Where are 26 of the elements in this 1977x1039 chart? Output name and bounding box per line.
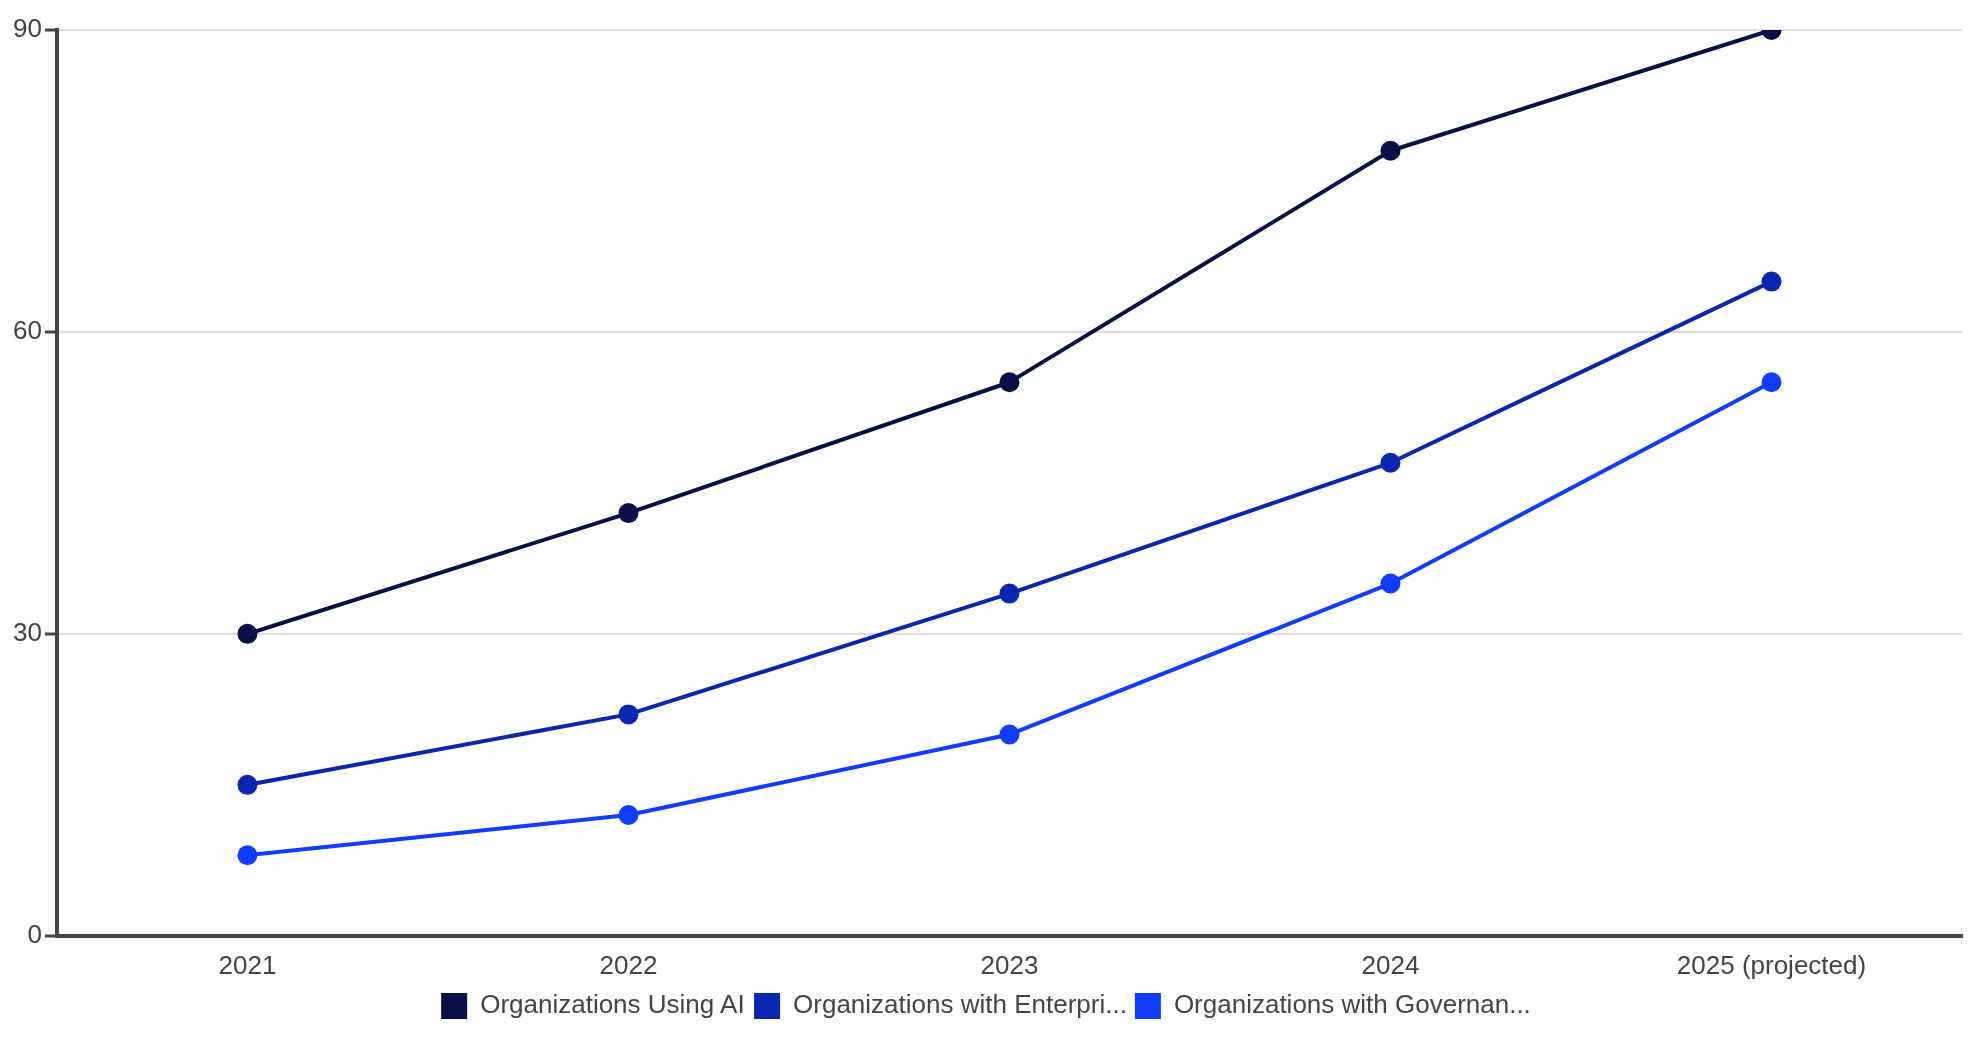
point — [1380, 140, 1401, 161]
point — [999, 372, 1020, 393]
point — [237, 623, 258, 644]
legend-label: Organizations with Governan... — [1173, 989, 1531, 1020]
x-tick-label: 2023 — [980, 949, 1039, 980]
x-tick-label: 2022 — [599, 949, 658, 980]
point — [618, 503, 639, 524]
point — [237, 845, 258, 866]
point — [1380, 573, 1401, 594]
x-tick-label: 2021 — [218, 949, 277, 980]
point — [999, 583, 1020, 604]
y-tick-label: 90 — [13, 13, 42, 44]
point — [1761, 271, 1782, 292]
point — [1380, 452, 1401, 473]
legend-label: Organizations Using AI — [480, 989, 745, 1020]
point — [237, 774, 258, 795]
legend-label: Organizations with Enterpri... — [793, 989, 1127, 1020]
y-tick-label: 60 — [13, 315, 42, 346]
x-tick-label: 2024 — [1361, 949, 1420, 980]
x-tick-label: 2025 (projected) — [1676, 949, 1867, 980]
point — [618, 704, 639, 725]
point — [618, 805, 639, 826]
y-tick-label: 30 — [13, 617, 42, 648]
point — [999, 724, 1020, 745]
y-tick-label: 0 — [27, 918, 42, 949]
point — [1761, 372, 1782, 393]
